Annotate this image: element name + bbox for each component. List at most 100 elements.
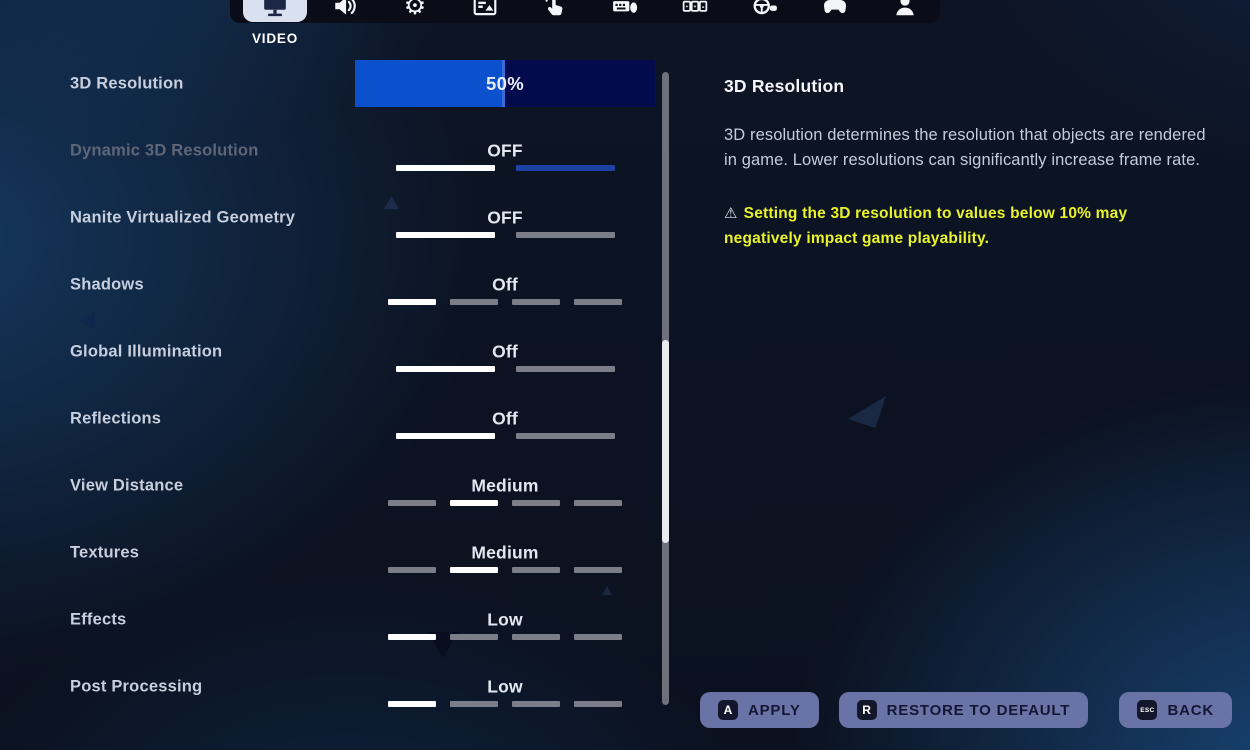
option-segments: [355, 232, 655, 238]
touch-hand-icon: [545, 0, 563, 16]
slider-value: 50%: [486, 72, 524, 94]
settings-scrollbar[interactable]: [662, 72, 669, 705]
segment-idle[interactable]: [574, 299, 622, 305]
slider-fill[interactable]: [355, 60, 505, 107]
segment-selected[interactable]: [395, 165, 495, 171]
setting-label: Nanite Virtualized Geometry: [70, 208, 296, 227]
segment-selected[interactable]: [395, 232, 495, 238]
segment-idle[interactable]: [512, 701, 560, 707]
segment-selected[interactable]: [450, 567, 498, 573]
segment-accent[interactable]: [515, 165, 615, 171]
option-segments: [355, 701, 655, 707]
segment-idle[interactable]: [450, 701, 498, 707]
subtitles-icon: [473, 0, 497, 16]
keybinds-icon: [682, 0, 708, 12]
segment-idle[interactable]: [515, 366, 615, 372]
setting-label: Shadows: [70, 275, 144, 294]
setting-option-control[interactable]: Off: [355, 318, 655, 385]
segment-idle[interactable]: [512, 567, 560, 573]
setting-label: Reflections: [70, 409, 162, 428]
segment-selected[interactable]: [450, 500, 498, 506]
option-segments: [355, 433, 655, 439]
back-button[interactable]: ESC BACK: [1119, 692, 1232, 728]
detail-title: 3D Resolution: [724, 76, 845, 96]
tab-game[interactable]: ⚙: [380, 0, 450, 23]
selected-tab-label: VIDEO: [252, 31, 299, 46]
setting-value: Off: [492, 274, 518, 295]
gear-icon: ⚙: [403, 0, 427, 20]
setting-label: Global Illumination: [70, 342, 223, 361]
segment-idle[interactable]: [512, 500, 560, 506]
keyboard-mouse-icon: [613, 1, 638, 13]
tab-wheel[interactable]: [730, 0, 800, 23]
setting-row-view-distance: View Distance Medium: [70, 452, 655, 519]
tab-accessibility[interactable]: [450, 0, 520, 23]
option-segments: [355, 165, 655, 171]
setting-option-control[interactable]: Off: [355, 251, 655, 318]
key-badge-esc: ESC: [1137, 700, 1158, 720]
setting-row-3d-resolution: 3D Resolution 50%: [70, 50, 655, 117]
setting-option-control[interactable]: OFF: [355, 184, 655, 251]
setting-value: Low: [487, 609, 523, 630]
key-badge-a: A: [718, 700, 738, 720]
segment-idle[interactable]: [512, 299, 560, 305]
setting-option-control[interactable]: Medium: [355, 452, 655, 519]
gamepad-icon: [823, 0, 847, 14]
setting-option-control[interactable]: Off: [355, 385, 655, 452]
tab-keybinds[interactable]: [660, 0, 730, 23]
segment-selected[interactable]: [395, 433, 495, 439]
detail-warning: ⚠ Setting the 3D resolution to values bel…: [724, 201, 1200, 251]
segment-idle[interactable]: [574, 634, 622, 640]
key-badge-r: R: [856, 700, 877, 720]
warning-text: Setting the 3D resolution to values belo…: [724, 205, 1128, 247]
option-segments: [355, 500, 655, 506]
segment-selected[interactable]: [388, 299, 436, 305]
tab-account[interactable]: [870, 0, 940, 23]
setting-row-nanite: Nanite Virtualized Geometry OFF: [70, 184, 655, 251]
segment-idle[interactable]: [515, 232, 615, 238]
setting-label: Textures: [70, 543, 140, 562]
scrollbar-thumb[interactable]: [662, 340, 669, 543]
tab-keyboard-mouse[interactable]: [590, 0, 660, 23]
footer-button-bar: A APPLY R RESTORE TO DEFAULT ESC BACK: [700, 692, 1232, 728]
setting-value: Low: [487, 676, 523, 697]
setting-option-control[interactable]: Low: [355, 653, 655, 720]
restore-default-button[interactable]: R RESTORE TO DEFAULT: [838, 692, 1089, 728]
setting-value: OFF: [487, 140, 523, 161]
segment-idle[interactable]: [574, 567, 622, 573]
setting-label: Post Processing: [70, 677, 203, 696]
decor-triangle: [602, 586, 612, 595]
segment-idle[interactable]: [512, 634, 560, 640]
tab-touch[interactable]: [520, 0, 590, 23]
setting-value: Off: [492, 341, 518, 362]
setting-option-control[interactable]: Low: [355, 586, 655, 653]
segment-idle[interactable]: [574, 701, 622, 707]
option-segments: [355, 299, 655, 305]
segment-idle[interactable]: [388, 500, 436, 506]
setting-option-control[interactable]: Medium: [355, 519, 655, 586]
segment-idle[interactable]: [450, 299, 498, 305]
option-segments: [355, 567, 655, 573]
segment-idle[interactable]: [515, 433, 615, 439]
setting-option-control[interactable]: OFF: [355, 117, 655, 184]
setting-detail-panel: 3D Resolution 3D resolution determines t…: [724, 76, 1206, 251]
settings-list: 3D Resolution 50% Dynamic 3D Resolution …: [70, 50, 655, 720]
segment-selected[interactable]: [395, 366, 495, 372]
resolution-slider[interactable]: 50%: [355, 60, 655, 107]
segment-idle[interactable]: [388, 567, 436, 573]
setting-row-effects: Effects Low: [70, 586, 655, 653]
tab-controller[interactable]: [800, 0, 870, 23]
settings-tab-bar: ⚙: [230, 0, 940, 23]
person-icon: [896, 0, 914, 16]
segment-idle[interactable]: [450, 634, 498, 640]
segment-idle[interactable]: [574, 500, 622, 506]
tab-video[interactable]: [240, 0, 310, 23]
segment-selected[interactable]: [388, 634, 436, 640]
tab-audio[interactable]: [310, 0, 380, 23]
option-segments: [355, 366, 655, 372]
setting-row-global-illumination: Global Illumination Off: [70, 318, 655, 385]
setting-value: Off: [492, 408, 518, 429]
setting-row-shadows: Shadows Off: [70, 251, 655, 318]
segment-selected[interactable]: [388, 701, 436, 707]
apply-button[interactable]: A APPLY: [700, 692, 819, 728]
